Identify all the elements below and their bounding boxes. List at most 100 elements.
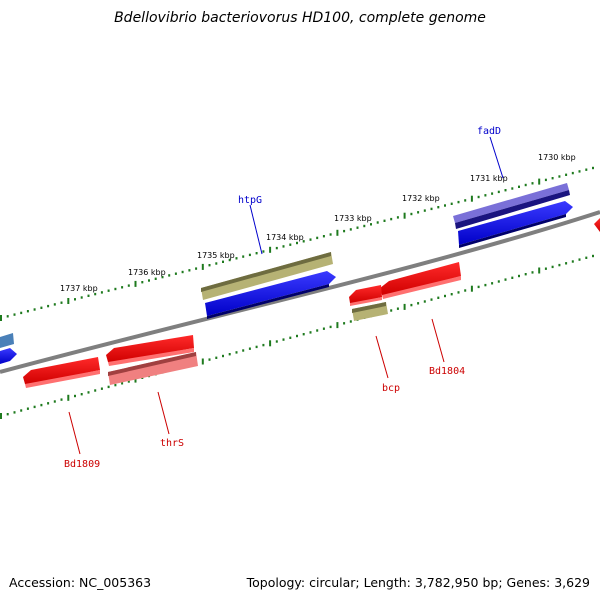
minor-tick (40, 403, 43, 407)
minor-tick (343, 322, 346, 325)
minor-tick (208, 358, 211, 361)
minor-tick (121, 382, 124, 385)
gene-htpG-feature[interactable] (201, 252, 333, 300)
kbp-label-1736: 1736 kbp (128, 268, 166, 277)
minor-tick (87, 294, 90, 297)
genome-backbone (0, 210, 600, 374)
major-tick (336, 229, 339, 236)
minor-tick (100, 291, 103, 294)
fadD-leader-line (489, 136, 504, 179)
minor-tick (222, 354, 224, 358)
minor-tick (410, 303, 413, 307)
minor-tick (450, 202, 453, 205)
reverse-cds-feature[interactable] (349, 285, 382, 306)
minor-tick (215, 356, 218, 359)
Bd1809-leader-line (68, 411, 81, 455)
minor-tick (592, 166, 594, 170)
map-title: Bdellovibrio bacteriovorus HD100, comple… (114, 10, 486, 26)
minor-tick (289, 336, 292, 339)
minor-tick (504, 189, 507, 192)
minor-tick (430, 207, 433, 211)
minor-tick (417, 302, 420, 305)
minor-tick (376, 221, 379, 224)
major-tick (134, 376, 137, 383)
major-tick (538, 178, 541, 185)
minor-tick (309, 331, 312, 334)
kbp-label-1730: 1730 kbp (538, 153, 576, 162)
minor-tick (423, 209, 426, 212)
minor-tick (47, 402, 50, 405)
forward-cds-feature[interactable] (458, 201, 573, 248)
kbp-label-1732: 1732 kbp (402, 194, 440, 203)
minor-tick (148, 279, 150, 282)
minor-tick (410, 212, 413, 216)
minor-tick (457, 200, 460, 204)
major-tick (0, 413, 2, 419)
minor-tick (161, 275, 164, 279)
minor-tick (181, 270, 184, 274)
gene-thrS-feature[interactable] (108, 352, 198, 385)
minor-tick (484, 283, 487, 287)
minor-tick (571, 171, 574, 175)
minor-tick (13, 313, 16, 316)
minor-tick (322, 327, 325, 330)
gene-label-htpG[interactable]: htpG (238, 195, 262, 206)
major-tick (538, 267, 541, 274)
minor-tick (437, 206, 440, 209)
gene-label-Bd1804[interactable]: Bd1804 (429, 366, 465, 377)
kbp-label-1731: 1731 kbp (470, 174, 508, 183)
forward-cds-feature[interactable] (205, 271, 336, 319)
minor-tick (518, 185, 520, 188)
minor-tick (585, 168, 588, 171)
minor-tick (316, 329, 319, 332)
forward-cds-feature[interactable] (0, 348, 17, 364)
minor-tick (430, 298, 433, 301)
minor-tick (565, 173, 568, 176)
reverse-cds-feature[interactable] (106, 335, 194, 366)
minor-tick (100, 387, 103, 390)
gene-fadD-feature[interactable] (453, 183, 570, 229)
reverse-cds-feature[interactable] (380, 262, 461, 299)
minor-tick (437, 296, 440, 299)
minor-tick (242, 255, 245, 258)
reverse-cds-feature[interactable] (594, 218, 600, 232)
minor-tick (444, 204, 446, 207)
minor-tick (40, 306, 43, 309)
minor-tick (477, 195, 480, 199)
gene-bcp-feature[interactable] (352, 302, 388, 321)
forward-cds-feature[interactable] (0, 333, 14, 348)
minor-tick (309, 238, 312, 241)
minor-tick (195, 267, 198, 270)
minor-tick (26, 310, 29, 313)
gene-label-Bd1809[interactable]: Bd1809 (64, 459, 100, 470)
gene-label-fadD[interactable]: fadD (477, 126, 501, 137)
gene-label-thrS[interactable]: thrS (160, 438, 184, 449)
bcp-leader-line (375, 335, 389, 379)
minor-tick (450, 293, 453, 296)
minor-tick (275, 246, 278, 250)
minor-tick (74, 394, 76, 398)
kbp-label-1735: 1735 kbp (197, 251, 235, 260)
minor-tick (208, 264, 211, 267)
minor-tick (60, 398, 63, 401)
outer-tick-track (0, 166, 594, 321)
minor-tick (349, 228, 352, 231)
minor-tick (423, 300, 426, 303)
minor-tick (544, 267, 547, 270)
gene-label-bcp[interactable]: bcp (382, 383, 400, 394)
minor-tick (296, 241, 298, 245)
minor-tick (60, 301, 63, 304)
minor-tick (20, 409, 23, 412)
major-tick (470, 285, 473, 292)
accession-text: Accession: NC_005363 (9, 575, 152, 590)
minor-tick (275, 340, 278, 343)
minor-tick (107, 385, 110, 389)
minor-tick (491, 192, 494, 195)
kbp-label-1733: 1733 kbp (334, 214, 372, 223)
minor-tick (228, 258, 231, 262)
major-tick (67, 298, 70, 304)
reverse-cds-feature[interactable] (23, 357, 100, 388)
minor-tick (6, 315, 9, 318)
minor-tick (114, 383, 117, 387)
